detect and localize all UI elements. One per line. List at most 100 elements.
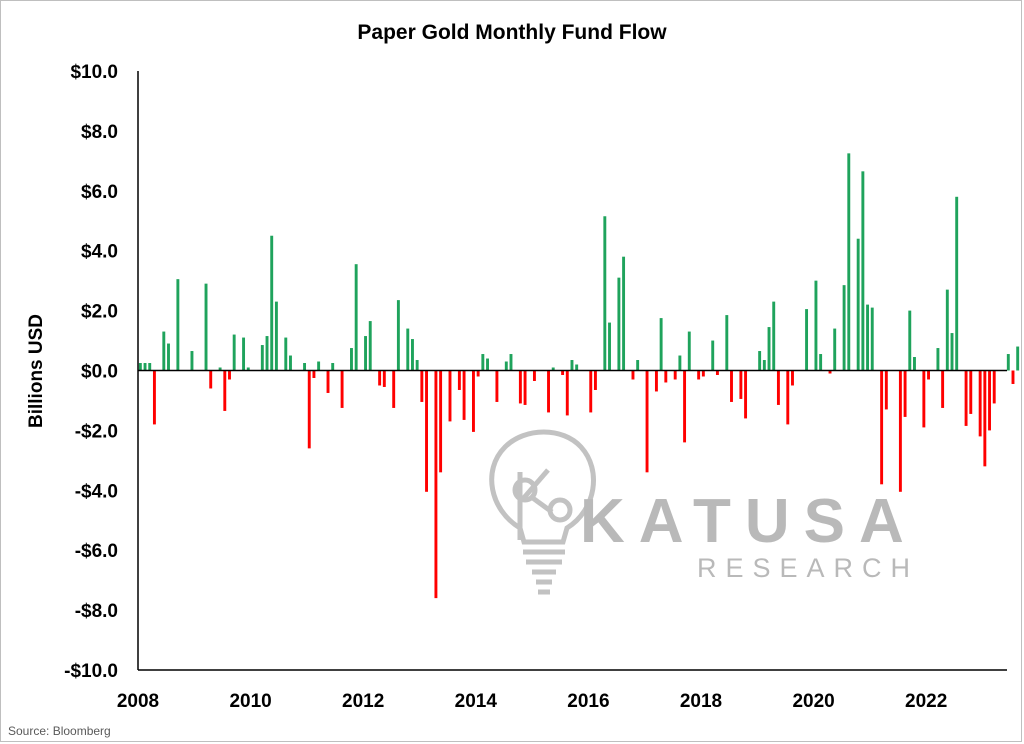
bar xyxy=(143,363,147,371)
bar xyxy=(148,363,152,371)
bar xyxy=(678,355,682,371)
y-tick-label: $8.0 xyxy=(81,122,118,143)
bar xyxy=(509,354,513,371)
x-tick-label: 2010 xyxy=(229,691,271,712)
bar xyxy=(927,370,930,380)
bar xyxy=(880,370,884,485)
source-note: Source: Bloomberg xyxy=(8,724,111,738)
bar xyxy=(462,370,466,420)
y-tick-label: -$2.0 xyxy=(75,421,118,442)
bars xyxy=(138,153,1020,599)
bar xyxy=(317,361,321,371)
bar xyxy=(1006,354,1010,371)
bar xyxy=(378,370,382,386)
bar xyxy=(683,370,687,443)
bar xyxy=(964,370,968,426)
bar xyxy=(448,370,452,422)
y-tick-label: -$4.0 xyxy=(75,481,118,502)
bar xyxy=(190,351,194,371)
bar xyxy=(246,367,250,371)
bar xyxy=(687,331,691,371)
x-tick-label: 2012 xyxy=(342,691,384,712)
bar xyxy=(772,301,776,371)
bar xyxy=(870,307,874,371)
bar xyxy=(847,153,851,371)
y-tick-label: $2.0 xyxy=(81,302,118,323)
bar xyxy=(950,333,954,371)
y-axis-label: Billions USD xyxy=(26,314,47,428)
bar xyxy=(725,315,729,371)
bar xyxy=(457,370,461,390)
bar xyxy=(903,370,907,417)
bar xyxy=(289,355,292,371)
bar xyxy=(565,370,569,416)
bar xyxy=(312,370,316,378)
bar xyxy=(608,322,611,371)
bar xyxy=(228,370,231,380)
bar xyxy=(138,363,142,371)
bar xyxy=(486,358,489,371)
bar xyxy=(819,354,823,371)
y-tick-label: $0.0 xyxy=(81,362,118,383)
bar xyxy=(303,363,307,371)
bar xyxy=(739,370,743,399)
x-tick-label: 2008 xyxy=(117,691,159,712)
y-tick-label: $6.0 xyxy=(81,182,118,203)
bar xyxy=(697,370,701,380)
bar xyxy=(814,280,818,371)
bar xyxy=(828,370,832,374)
y-tick-label: -$6.0 xyxy=(75,541,118,562)
bar xyxy=(861,171,865,371)
bar xyxy=(364,336,367,371)
bar xyxy=(411,339,414,371)
bar xyxy=(701,370,705,377)
bar xyxy=(936,348,940,371)
bar xyxy=(856,238,860,371)
bar xyxy=(711,340,715,371)
bar xyxy=(1011,370,1015,384)
bar xyxy=(631,370,635,380)
axes xyxy=(137,71,1007,671)
bar xyxy=(941,370,945,408)
bar xyxy=(547,370,550,413)
bar xyxy=(636,360,640,371)
bar xyxy=(481,354,485,371)
x-tick-label: 2022 xyxy=(905,691,947,712)
bar xyxy=(382,370,386,387)
bar xyxy=(561,370,565,375)
bar xyxy=(833,328,837,371)
bar xyxy=(913,357,916,371)
bar xyxy=(425,370,428,492)
bar xyxy=(284,337,288,371)
bar xyxy=(659,318,663,371)
bar xyxy=(162,331,166,371)
bar xyxy=(884,370,888,410)
bar xyxy=(368,321,372,371)
bar xyxy=(762,360,766,371)
bar xyxy=(603,216,607,371)
y-tick-label: -$10.0 xyxy=(64,661,118,682)
x-ticks: 2008 2010 2012 2014 2016 2018 2020 2022 xyxy=(117,691,947,712)
x-tick-label: 2014 xyxy=(455,691,498,712)
bar xyxy=(218,367,222,371)
bar xyxy=(758,351,762,371)
bar xyxy=(495,370,499,402)
bar xyxy=(1016,346,1020,371)
bar xyxy=(167,343,170,371)
bar xyxy=(575,364,579,371)
bar xyxy=(260,345,264,371)
bar xyxy=(472,370,475,432)
x-tick-label: 2016 xyxy=(567,691,609,712)
bar xyxy=(744,370,748,419)
bar xyxy=(593,370,597,390)
bar xyxy=(176,279,180,371)
bar xyxy=(551,367,555,371)
bar xyxy=(664,370,668,383)
bar xyxy=(340,370,344,408)
bar xyxy=(945,289,949,371)
bar xyxy=(786,370,790,425)
bar xyxy=(274,301,278,371)
bar xyxy=(570,360,574,371)
bar xyxy=(265,336,269,371)
bar xyxy=(767,327,771,371)
